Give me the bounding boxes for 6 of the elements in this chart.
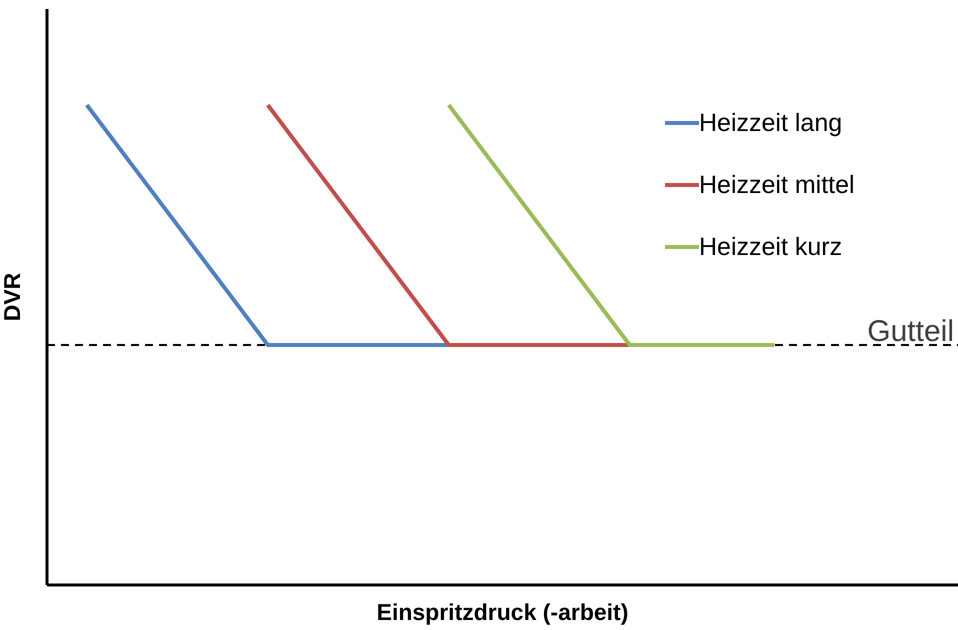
x-axis-title: Einspritzdruck (-arbeit) [376,599,628,625]
legend-label: Heizzeit mittel [699,170,855,200]
ref-line-label: Gutteil [867,315,954,348]
legend-label: Heizzeit kurz [699,232,842,262]
y-axis-title: DVR [0,272,26,322]
legend-label: Heizzeit lang [699,108,842,138]
